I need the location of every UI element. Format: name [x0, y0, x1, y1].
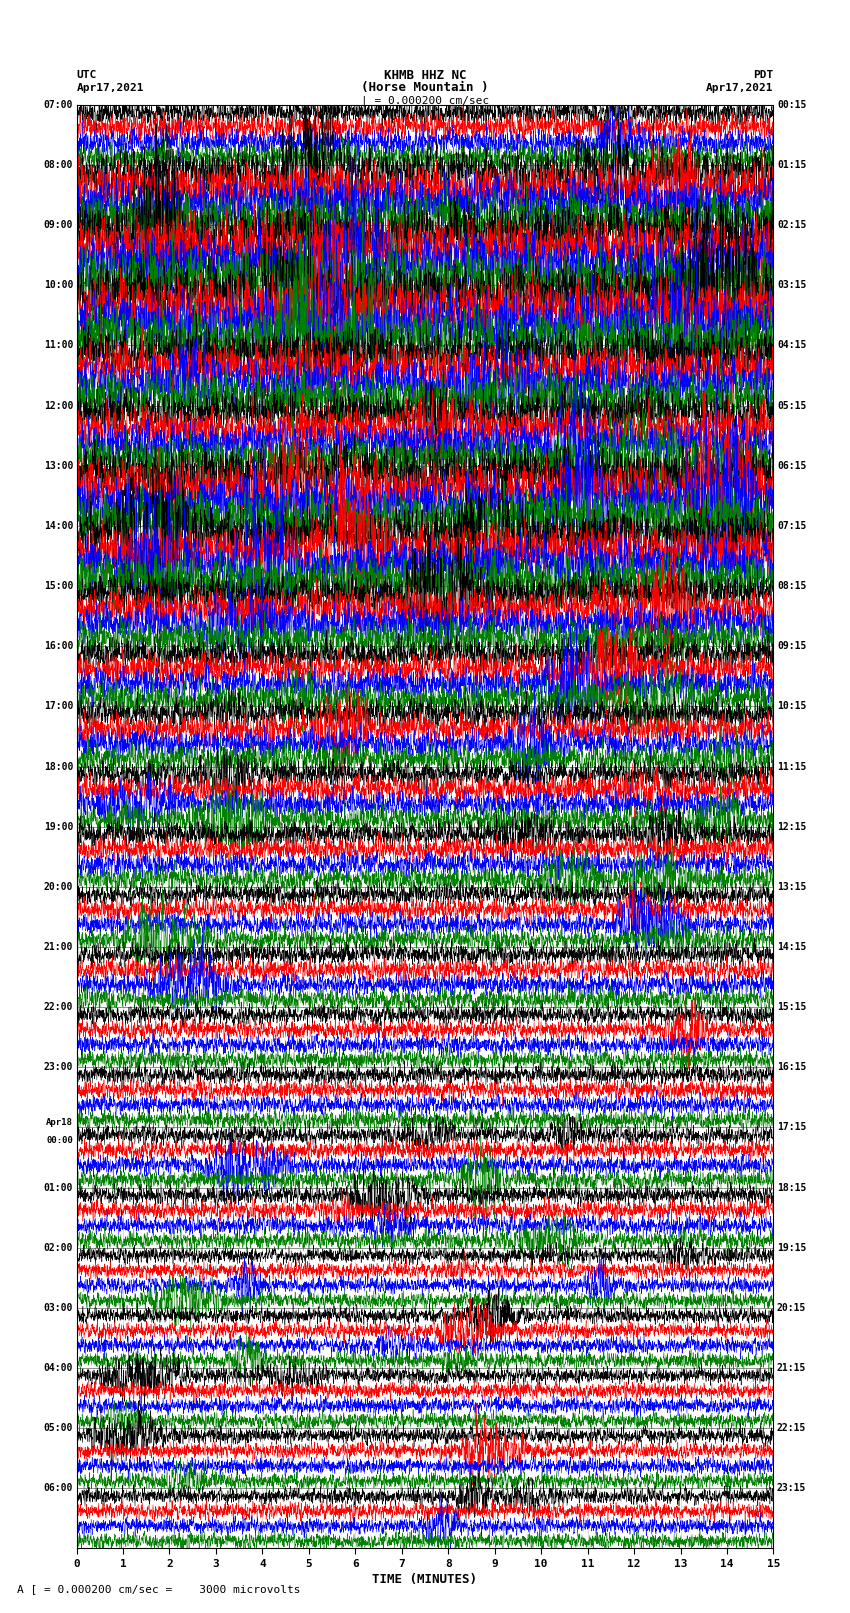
- Text: 11:15: 11:15: [777, 761, 807, 771]
- Text: 23:00: 23:00: [43, 1063, 73, 1073]
- Text: 05:15: 05:15: [777, 400, 807, 411]
- Text: 23:15: 23:15: [777, 1484, 807, 1494]
- Text: 01:15: 01:15: [777, 160, 807, 169]
- Text: 15:00: 15:00: [43, 581, 73, 590]
- X-axis label: TIME (MINUTES): TIME (MINUTES): [372, 1573, 478, 1586]
- Text: 13:15: 13:15: [777, 882, 807, 892]
- Text: 09:00: 09:00: [43, 219, 73, 231]
- Text: 06:00: 06:00: [43, 1484, 73, 1494]
- Text: | = 0.000200 cm/sec: | = 0.000200 cm/sec: [361, 95, 489, 106]
- Text: PDT: PDT: [753, 69, 774, 81]
- Text: 14:15: 14:15: [777, 942, 807, 952]
- Text: 02:15: 02:15: [777, 219, 807, 231]
- Text: 07:00: 07:00: [43, 100, 73, 110]
- Text: 01:00: 01:00: [43, 1182, 73, 1192]
- Text: 02:00: 02:00: [43, 1242, 73, 1253]
- Text: 10:00: 10:00: [43, 281, 73, 290]
- Text: 20:15: 20:15: [777, 1303, 807, 1313]
- Text: 07:15: 07:15: [777, 521, 807, 531]
- Text: 10:15: 10:15: [777, 702, 807, 711]
- Text: KHMB HHZ NC: KHMB HHZ NC: [383, 68, 467, 82]
- Text: 20:00: 20:00: [43, 882, 73, 892]
- Text: 12:00: 12:00: [43, 400, 73, 411]
- Text: 03:15: 03:15: [777, 281, 807, 290]
- Text: Apr18: Apr18: [46, 1118, 73, 1127]
- Text: 09:15: 09:15: [777, 642, 807, 652]
- Text: 08:00: 08:00: [43, 160, 73, 169]
- Text: 21:15: 21:15: [777, 1363, 807, 1373]
- Text: 06:15: 06:15: [777, 461, 807, 471]
- Text: 15:15: 15:15: [777, 1002, 807, 1011]
- Text: 00:00: 00:00: [46, 1137, 73, 1145]
- Text: 11:00: 11:00: [43, 340, 73, 350]
- Text: Apr17,2021: Apr17,2021: [76, 82, 144, 94]
- Text: 03:00: 03:00: [43, 1303, 73, 1313]
- Text: 04:15: 04:15: [777, 340, 807, 350]
- Text: 18:15: 18:15: [777, 1182, 807, 1192]
- Text: 19:15: 19:15: [777, 1242, 807, 1253]
- Text: 05:00: 05:00: [43, 1423, 73, 1434]
- Text: 21:00: 21:00: [43, 942, 73, 952]
- Text: 19:00: 19:00: [43, 821, 73, 832]
- Text: 18:00: 18:00: [43, 761, 73, 771]
- Text: 12:15: 12:15: [777, 821, 807, 832]
- Text: 16:15: 16:15: [777, 1063, 807, 1073]
- Text: 00:15: 00:15: [777, 100, 807, 110]
- Text: Apr17,2021: Apr17,2021: [706, 82, 774, 94]
- Text: UTC: UTC: [76, 69, 97, 81]
- Text: 13:00: 13:00: [43, 461, 73, 471]
- Text: (Horse Mountain ): (Horse Mountain ): [361, 81, 489, 95]
- Text: 17:15: 17:15: [777, 1123, 807, 1132]
- Text: 14:00: 14:00: [43, 521, 73, 531]
- Text: A [ = 0.000200 cm/sec =    3000 microvolts: A [ = 0.000200 cm/sec = 3000 microvolts: [17, 1584, 301, 1594]
- Text: 22:00: 22:00: [43, 1002, 73, 1011]
- Text: 04:00: 04:00: [43, 1363, 73, 1373]
- Text: 08:15: 08:15: [777, 581, 807, 590]
- Text: 22:15: 22:15: [777, 1423, 807, 1434]
- Text: 16:00: 16:00: [43, 642, 73, 652]
- Text: 17:00: 17:00: [43, 702, 73, 711]
